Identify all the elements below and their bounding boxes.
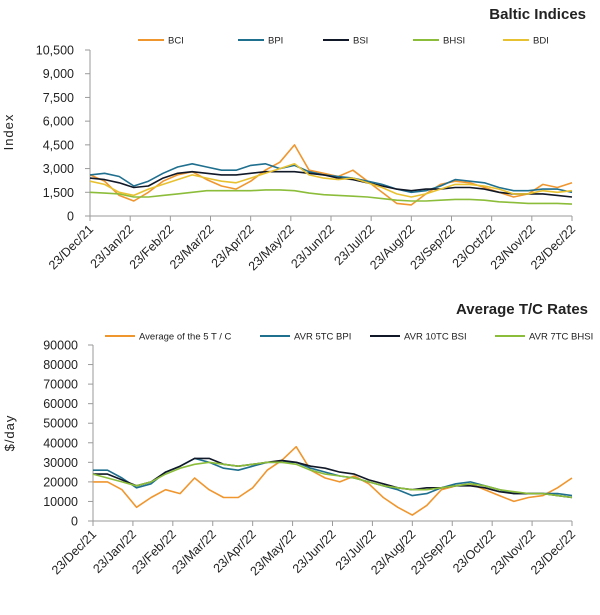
legend-label: Average of the 5 T / C	[139, 332, 232, 343]
x-tick-label: 23/Jun/22	[288, 222, 337, 271]
legend-label: BSI	[353, 36, 368, 47]
chart-title: Baltic Indices	[489, 6, 586, 23]
y-tick-label: 10000	[43, 495, 78, 509]
legend-label: BPI	[268, 36, 283, 47]
y-tick-label: 70000	[43, 378, 78, 392]
average-tc-rates-chart: Average T/C Rates $/day Average of the 5…	[2, 301, 593, 578]
x-axis: 23/Dec/2123/Jan/2223/Feb/2223/Mar/2223/A…	[46, 215, 578, 273]
legend-label: BCI	[168, 36, 184, 47]
series-line-average-of-the-5-t-c	[93, 445, 573, 516]
chart-title: Average T/C Rates	[456, 301, 588, 318]
plot-area	[89, 144, 573, 206]
legend: Average of the 5 T / C AVR 5TC BPI AVR 10T…	[105, 332, 593, 343]
y-tick-label: 30000	[43, 456, 78, 470]
y-tick-label: 80000	[43, 358, 78, 372]
y-axis-label: $/day	[2, 415, 17, 452]
y-tick-label: 4,500	[43, 138, 74, 152]
x-tick-label: 23/Dec/21	[49, 527, 99, 577]
y-tick-label: 0	[71, 515, 78, 529]
series-line-bhsi	[89, 189, 573, 205]
legend-label: AVR 10TC BSI	[404, 332, 467, 343]
series-line-bdi	[89, 163, 573, 198]
y-tick-label: 10,500	[36, 44, 74, 58]
y-tick-label: 0	[67, 210, 74, 224]
y-tick-label: 1,500	[43, 186, 74, 200]
series-line-bsi	[89, 170, 573, 198]
legend-label: BHSI	[443, 36, 465, 47]
y-axis: 10,500 9,000 7,500 6,000 4,500 3,000 1,500 0	[36, 44, 91, 224]
y-tick-label: 9,000	[43, 67, 74, 81]
y-tick-label: 20000	[43, 475, 78, 489]
y-tick-label: 6,000	[43, 115, 74, 129]
legend-label: AVR 7TC BHSI	[529, 332, 593, 343]
x-tick-label: 23/Mar/22	[169, 527, 219, 577]
x-tick-label: 23/Mar/22	[167, 222, 217, 272]
legend-label: BDI	[533, 36, 549, 47]
baltic-indices-chart: Baltic Indices Index BCI BPI BSI BHSI BDI 10…	[1, 6, 586, 273]
legend-label: AVR 5TC BPI	[294, 332, 351, 343]
series-line-avr-7tc-bhsi	[92, 461, 573, 499]
y-axis: 90000 80000 70000 60000 50000 40000 30000 20000…	[43, 339, 94, 529]
y-axis-label: Index	[1, 114, 16, 151]
y-tick-label: 90000	[43, 339, 78, 353]
x-axis: 23/Dec/2123/Jan/2223/Feb/2223/Mar/2223/A…	[49, 520, 578, 578]
y-tick-label: 3,000	[43, 162, 74, 176]
x-tick-label: 23/Jun/22	[290, 527, 339, 576]
series-line-avr-10tc-bsi	[93, 457, 573, 499]
plot-area	[92, 445, 573, 516]
y-tick-label: 40000	[43, 436, 78, 450]
y-tick-label: 60000	[43, 397, 78, 411]
y-tick-label: 50000	[43, 417, 78, 431]
x-tick-label: 23/Dec/21	[46, 222, 96, 272]
legend: BCI BPI BSI BHSI BDI	[138, 36, 549, 47]
y-tick-label: 7,500	[43, 91, 74, 105]
